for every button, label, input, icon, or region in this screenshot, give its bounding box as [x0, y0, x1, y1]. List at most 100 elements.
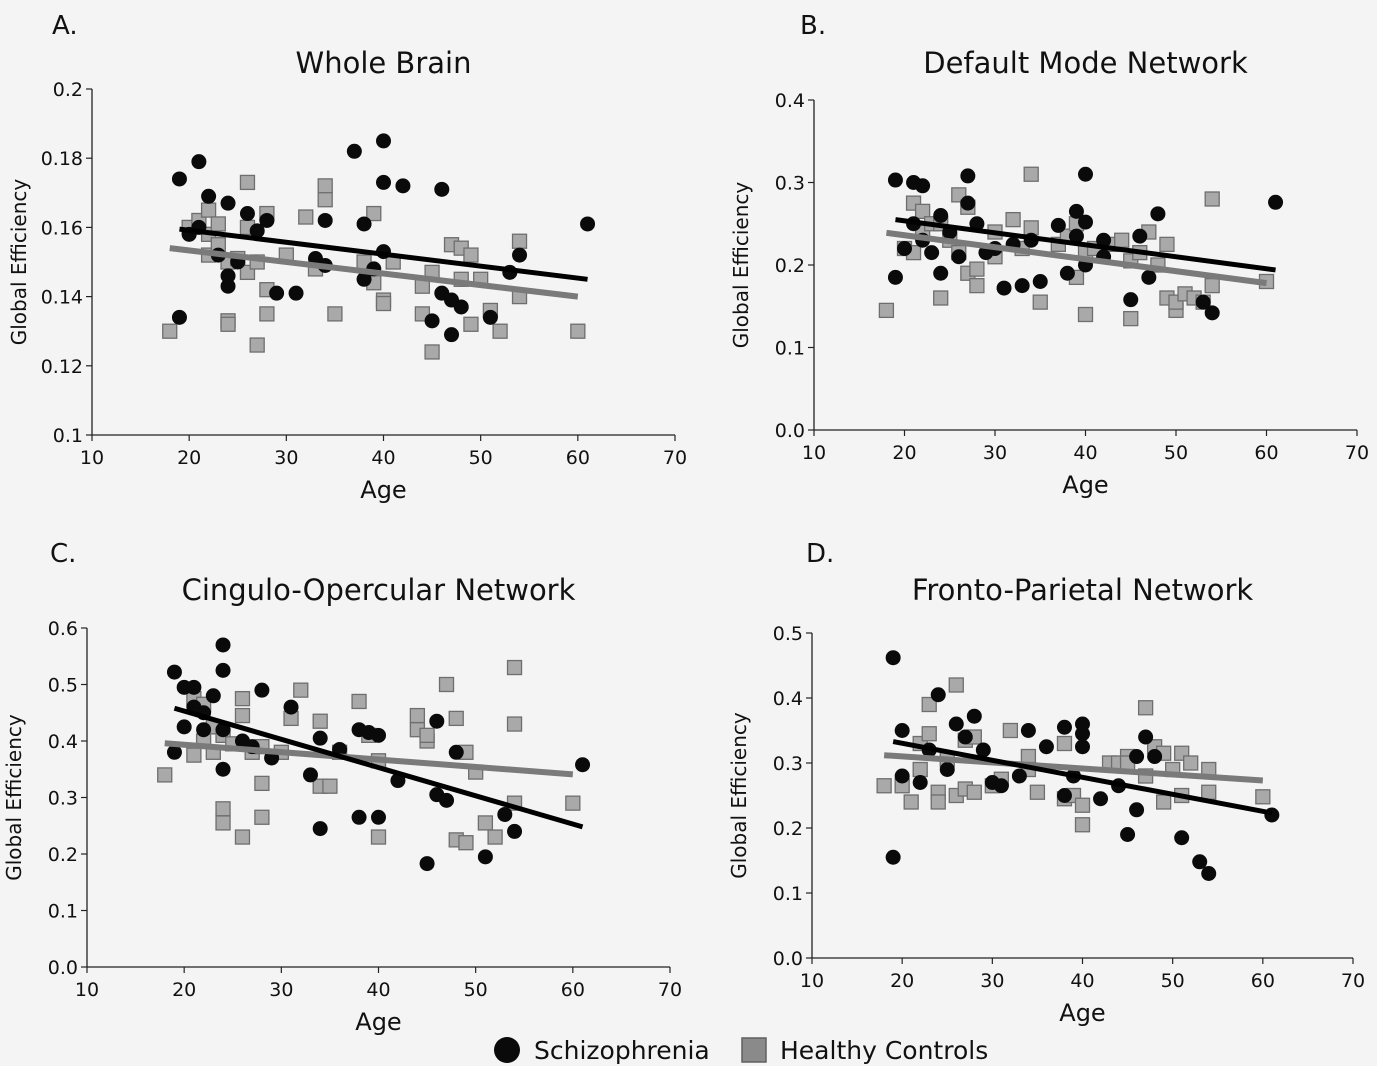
panel-c-schizophrenia-point [166, 744, 182, 760]
panel-b-schizophrenia-point [915, 178, 931, 194]
panel-b-x-tick-label: 10 [802, 442, 826, 464]
panel-d-control-point [876, 778, 892, 794]
panel-b-x-tick-label: 70 [1345, 442, 1369, 464]
panel-d-control-point [921, 726, 937, 742]
panel-b-control-point [914, 203, 931, 220]
panel-d-schizophrenia-point [1056, 788, 1072, 803]
panel-c-control-point [506, 659, 523, 676]
panel-b-control-point [1077, 306, 1094, 323]
panel-d-schizophrenia-point [1056, 719, 1072, 735]
panel-a-x-tick-label: 10 [80, 447, 104, 469]
panel-c-control-point [215, 801, 231, 817]
panel-c-control-point [565, 795, 581, 811]
panel-d-letter: D. [806, 539, 834, 569]
panel-b-x-tick-label: 20 [892, 442, 916, 464]
panel-a-schizophrenia-point [171, 309, 187, 325]
panel-a-y-tick-label: 0.16 [41, 217, 83, 239]
panel-d-schizophrenia-point [1129, 802, 1145, 818]
panel-a-y-tick-label: 0.12 [41, 356, 83, 378]
panel-d-schizophrenia-point [1138, 729, 1154, 745]
panel-d-schizophrenia-point [1147, 749, 1163, 764]
panel-b-schizophrenia-point [1078, 166, 1093, 182]
panel-c-control-point [322, 778, 338, 794]
panel-a-x-tick-label: 20 [177, 447, 201, 469]
panel-a-control-point [162, 323, 178, 339]
panel-c-schizophrenia-fit-line [173, 705, 584, 830]
panel-a-control-point [327, 306, 343, 322]
panel-c-schizophrenia-point [371, 727, 386, 743]
panel-d-control-point [1156, 794, 1172, 810]
panel-d-x-tick-label: 70 [1341, 970, 1365, 992]
panel-c-control-point [438, 676, 455, 693]
panel-d-schizophrenia-point [1201, 866, 1217, 881]
panel-c-y-tick-label: 0.4 [48, 731, 78, 753]
panel-a-y-tick-label: 0.1 [53, 425, 83, 447]
panel-d-x-tick-label: 10 [800, 970, 824, 992]
panel-a-x-tick-label: 70 [663, 447, 687, 469]
panel-b-y-tick-label: 0.1 [775, 338, 805, 360]
panel-c-schizophrenia-point [575, 757, 591, 773]
panel-b-schizophrenia-point [1059, 265, 1075, 281]
panel-c-control-fit-line [164, 740, 574, 778]
panel-d-schizophrenia-point [957, 729, 973, 745]
panel-d-control-point [930, 794, 946, 810]
panel-d-x-axis-label: Age [1059, 999, 1105, 1027]
panel-c: C. Cingulo-Opercular Network 10 20 30 40 50 60 7… [2, 539, 682, 1036]
panel-a-schizophrenia-point [220, 268, 236, 284]
panel-d-control-point [948, 677, 964, 693]
panel-d-schizophrenia-point [1129, 749, 1145, 764]
panel-b-schizophrenia-point [887, 172, 903, 188]
panel-c-control-point [234, 707, 251, 724]
panel-b-schizophrenia-point [960, 168, 976, 184]
panel-b-control-point [933, 290, 949, 306]
panel-c-y-axis-label: Global Efficiency [2, 714, 26, 881]
panel-c-control-point [409, 707, 426, 724]
panel-a-control-point [317, 178, 333, 194]
panel-b-schizophrenia-point [1014, 278, 1030, 294]
panel-a-schizophrenia-point [269, 285, 285, 301]
panel-a-schizophrenia-point [424, 313, 440, 329]
panel-b-x-tick-label: 40 [1073, 442, 1097, 464]
panel-d-x-tick-label: 50 [1161, 970, 1185, 992]
panel-b-x-tick-label: 50 [1164, 442, 1188, 464]
panel-c-schizophrenia-point [205, 688, 221, 704]
panel-d-x-tick-label: 20 [890, 970, 914, 992]
panel-c-schizophrenia-point [351, 809, 367, 825]
panel-d-control-point [1056, 735, 1073, 752]
panel-b-control-fit-line [886, 229, 1267, 287]
panel-c-control-point [419, 727, 435, 743]
panel-b-control-point [1159, 236, 1175, 253]
panel-d-y-tick-label: 0.1 [773, 883, 803, 905]
panel-d-x-tick-label: 30 [980, 970, 1004, 992]
panel-d-schizophrenia-point [939, 762, 955, 777]
panel-d-control-point [1201, 784, 1217, 800]
panel-b-schizophrenia-point [951, 249, 967, 265]
panel-a-control-fit-line [169, 245, 579, 300]
panel-c-y-tick-label: 0.1 [48, 901, 78, 923]
panel-a-control-point [424, 344, 440, 360]
panel-a-x-tick-label: 60 [566, 447, 590, 469]
panel-a-y-tick-label: 0.14 [41, 287, 83, 309]
panel-c-schizophrenia-point [166, 664, 182, 680]
panel-b-x-tick-label: 30 [983, 442, 1007, 464]
panel-b-schizophrenia-point [1050, 217, 1066, 233]
panel-d-schizophrenia-point [1192, 854, 1208, 870]
panel-a-control-point [317, 192, 333, 208]
panel-a-schizophrenia-fit-line [179, 226, 588, 282]
panel-c-schizophrenia-point [371, 809, 386, 825]
panel-a-control-point [200, 202, 217, 218]
panel-a-schizophrenia-point [171, 171, 187, 187]
panel-c-x-tick-label: 40 [366, 979, 390, 1001]
panel-a-y-tick-label: 0.2 [53, 79, 83, 101]
panel-a-schizophrenia-point [453, 299, 469, 315]
panel-d-y-tick-label: 0.4 [773, 688, 803, 710]
panel-d-schizophrenia-point [1038, 739, 1054, 755]
panel-a-x-tick-label: 50 [469, 447, 493, 469]
panel-d-schizophrenia-point [1093, 791, 1109, 807]
legend-schizophrenia-marker [494, 1037, 520, 1063]
panel-a-control-point [210, 216, 226, 232]
panel-d-control-point [921, 696, 937, 713]
panel-d-schizophrenia-point [975, 742, 991, 758]
panel-c-y-tick-label: 0.3 [48, 788, 78, 810]
panel-c-schizophrenia-point [215, 662, 231, 678]
